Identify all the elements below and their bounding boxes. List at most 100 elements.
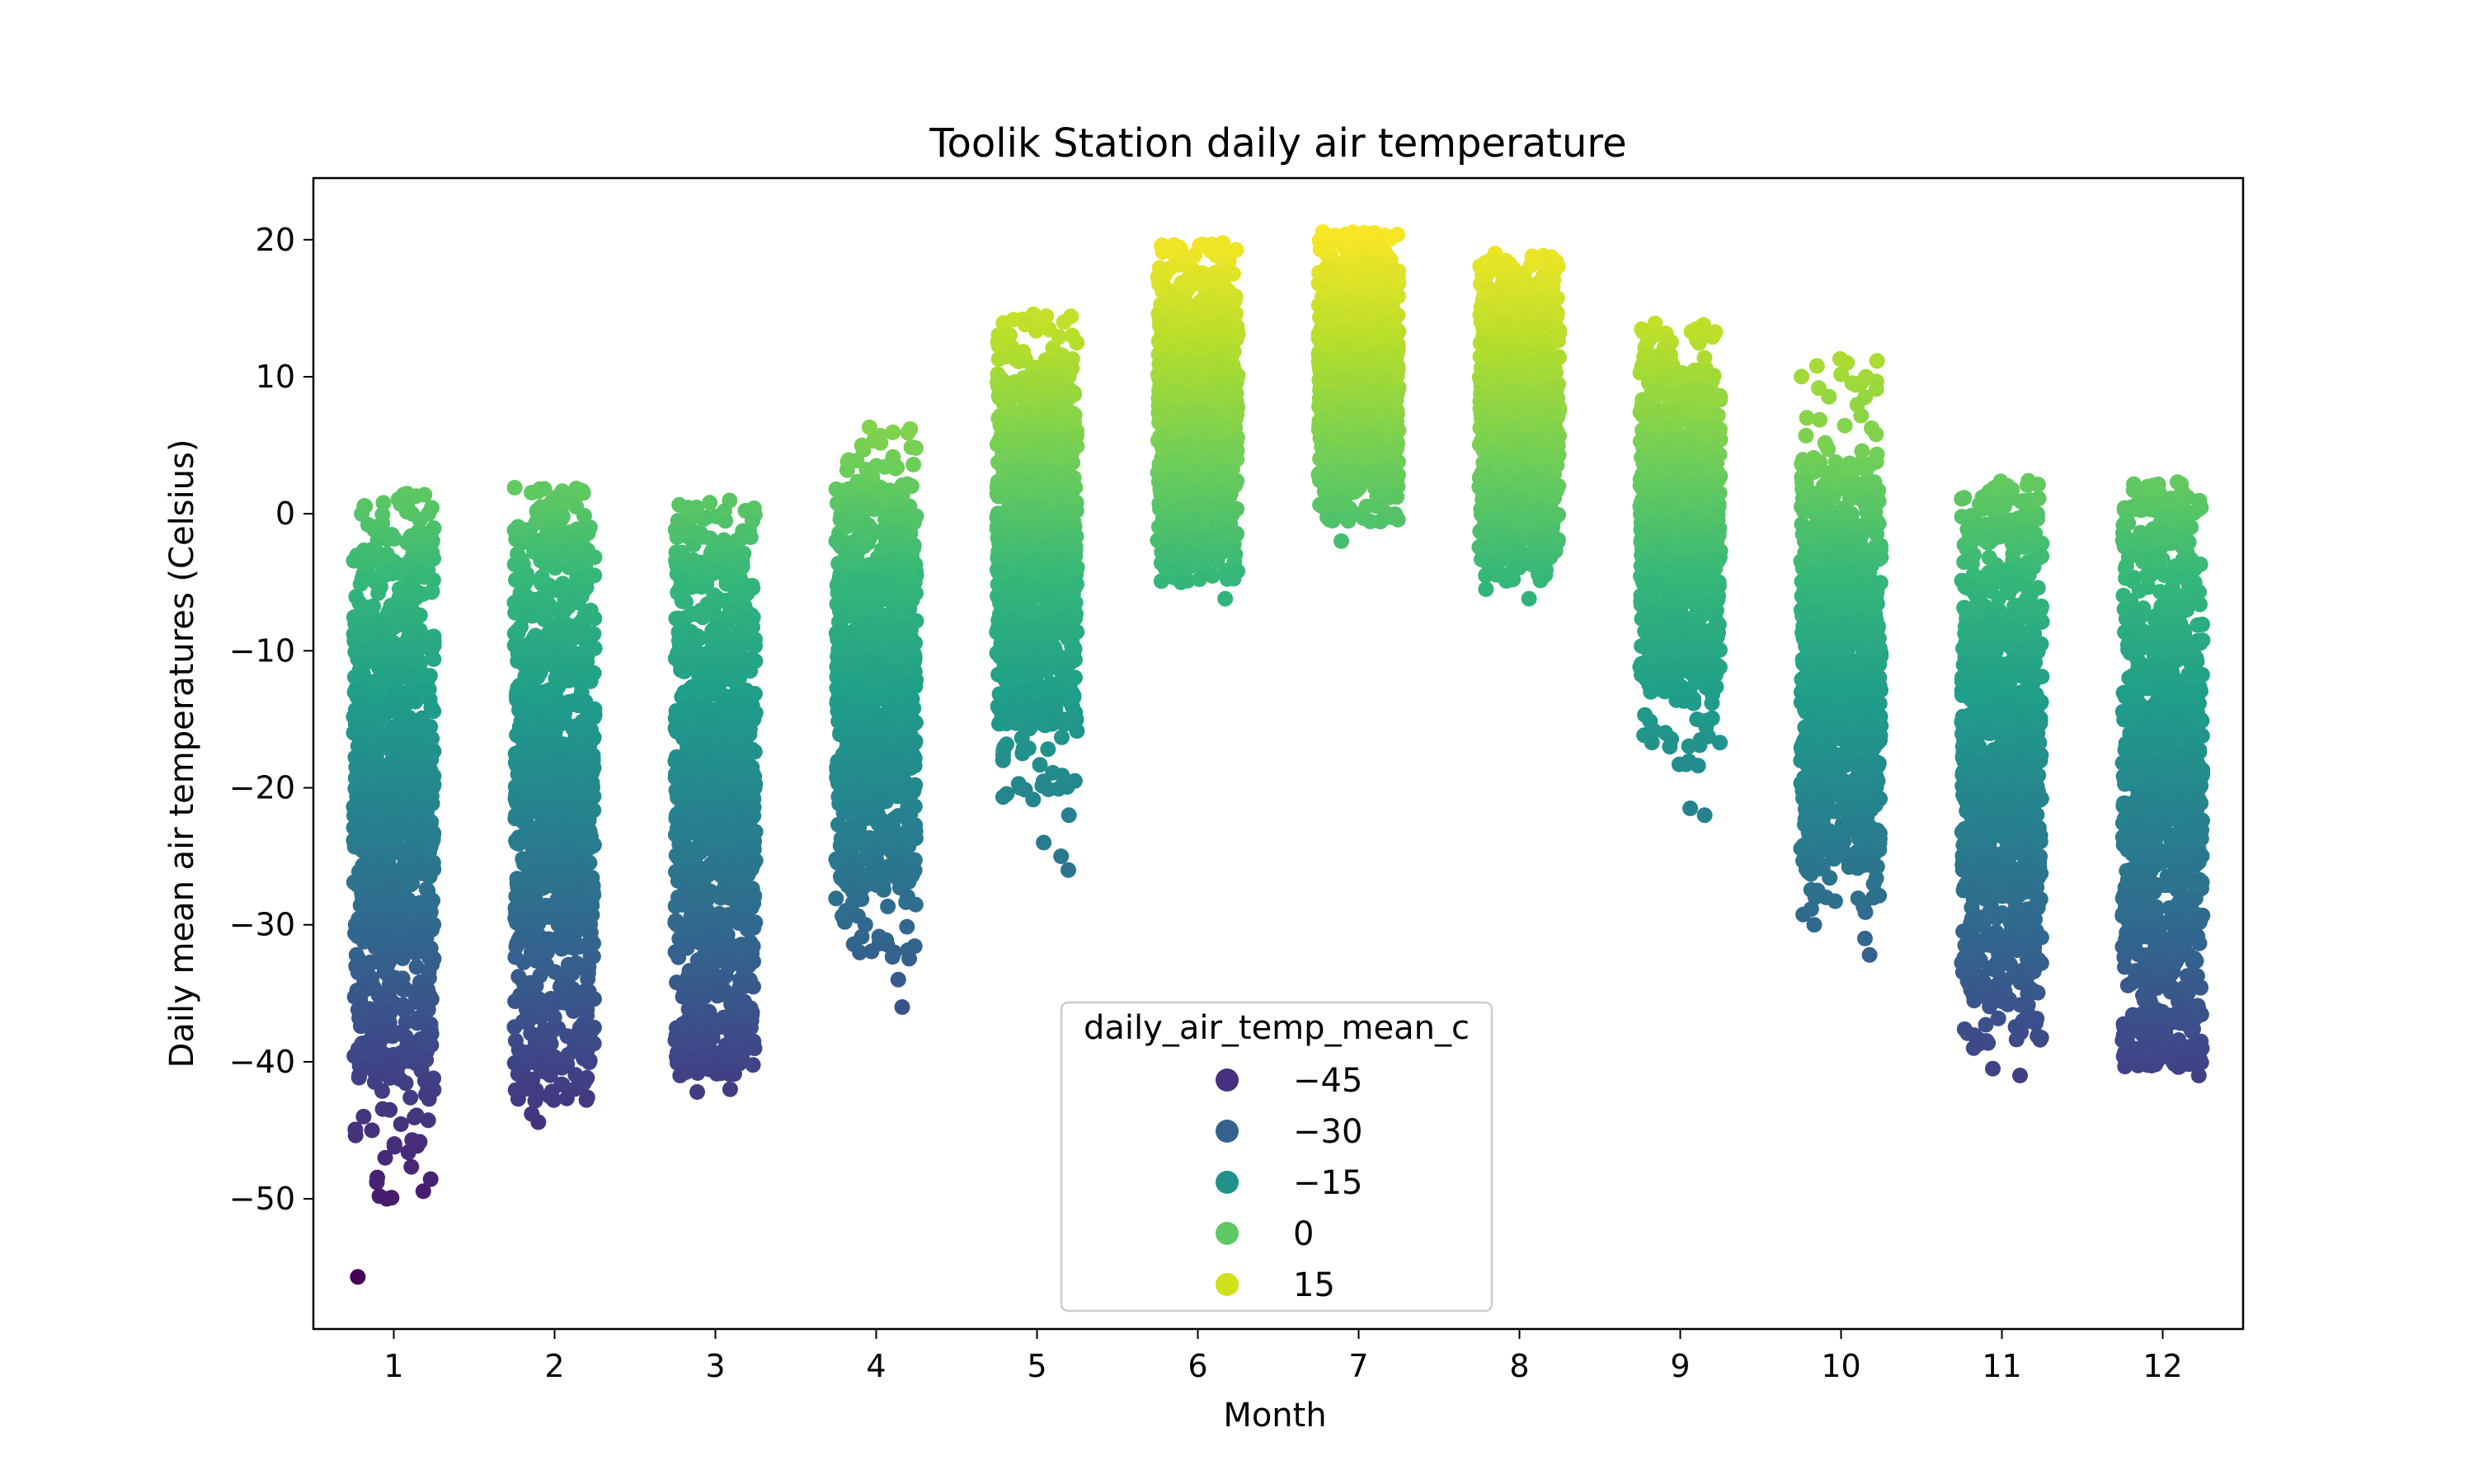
data-point-month-2 bbox=[561, 990, 577, 1007]
data-point-month-1 bbox=[418, 724, 435, 740]
data-point-month-1 bbox=[346, 807, 362, 824]
data-point-month-4 bbox=[894, 999, 910, 1015]
data-point-month-1 bbox=[422, 1171, 439, 1187]
data-point-month-5 bbox=[1028, 372, 1044, 388]
data-point-month-5 bbox=[1047, 567, 1063, 584]
data-point-month-5 bbox=[1012, 669, 1028, 686]
data-point-month-2 bbox=[515, 974, 532, 991]
data-point-month-2 bbox=[580, 965, 596, 981]
data-point-month-1 bbox=[353, 982, 369, 998]
data-point-month-3 bbox=[670, 651, 687, 668]
data-point-month-1 bbox=[350, 951, 367, 968]
data-point-month-1 bbox=[355, 1059, 372, 1076]
data-point-month-2 bbox=[538, 556, 554, 573]
data-point-month-1 bbox=[392, 1025, 408, 1041]
data-point-month-4 bbox=[895, 564, 911, 580]
data-point-month-4 bbox=[844, 633, 861, 650]
data-point-month-4 bbox=[849, 686, 864, 702]
data-point-month-1 bbox=[369, 954, 385, 970]
data-point-month-2 bbox=[582, 670, 599, 687]
data-point-month-4 bbox=[872, 862, 889, 879]
data-point-month-1 bbox=[354, 777, 370, 794]
data-point-month-3 bbox=[716, 503, 732, 519]
data-point-month-2 bbox=[518, 817, 534, 833]
data-point-month-1 bbox=[388, 799, 404, 815]
data-point-month-1 bbox=[418, 1087, 434, 1103]
data-point-month-1 bbox=[399, 759, 416, 776]
data-point-month-1 bbox=[355, 1108, 372, 1125]
data-point-month-1 bbox=[403, 826, 420, 843]
data-point-month-1 bbox=[352, 897, 369, 913]
data-point-month-1 bbox=[346, 609, 362, 626]
data-point-month-3 bbox=[725, 601, 741, 617]
data-point-month-3 bbox=[747, 638, 763, 654]
data-point-month-1 bbox=[365, 979, 382, 996]
data-point-month-3 bbox=[745, 857, 761, 873]
data-point-month-4 bbox=[908, 585, 924, 601]
data-point-month-2 bbox=[546, 853, 562, 870]
data-point-month-3 bbox=[699, 814, 716, 830]
data-point-month-1 bbox=[409, 1015, 426, 1031]
data-point-month-2 bbox=[508, 833, 524, 849]
data-point-month-2 bbox=[548, 780, 565, 796]
data-point-month-1 bbox=[421, 868, 438, 885]
data-point-month-1 bbox=[380, 928, 397, 945]
data-point-month-4 bbox=[828, 851, 844, 867]
data-point-month-3 bbox=[677, 594, 694, 610]
data-point-month-2 bbox=[521, 1009, 538, 1026]
data-point-month-3 bbox=[722, 1081, 738, 1097]
data-point-month-4 bbox=[849, 699, 865, 716]
data-point-month-3 bbox=[675, 897, 691, 913]
data-point-month-2 bbox=[578, 1092, 595, 1108]
data-point-month-3 bbox=[667, 944, 684, 960]
data-point-month-2 bbox=[578, 1071, 595, 1087]
data-point-month-1 bbox=[372, 635, 388, 651]
data-point-month-1 bbox=[412, 512, 428, 528]
data-point-month-1 bbox=[402, 1089, 419, 1106]
data-point-month-1 bbox=[402, 876, 418, 893]
chart-title: Toolik Station daily air temperature bbox=[929, 120, 1626, 167]
data-point-month-1 bbox=[400, 559, 416, 575]
data-point-month-1 bbox=[371, 616, 388, 632]
data-point-month-3 bbox=[720, 835, 736, 852]
data-point-month-1 bbox=[350, 917, 367, 933]
data-point-month-1 bbox=[411, 633, 427, 650]
data-point-month-1 bbox=[409, 1138, 426, 1154]
data-point-month-4 bbox=[908, 508, 924, 524]
data-point-month-5 bbox=[1013, 429, 1029, 445]
data-point-month-4 bbox=[860, 524, 877, 539]
data-point-month-2 bbox=[510, 907, 527, 923]
data-point-month-2 bbox=[540, 931, 557, 947]
data-point-month-3 bbox=[743, 798, 760, 815]
data-point-month-4 bbox=[830, 703, 846, 719]
data-point-month-1 bbox=[382, 1005, 398, 1021]
data-point-month-4 bbox=[863, 615, 880, 632]
data-point-month-2 bbox=[573, 725, 589, 741]
data-point-month-3 bbox=[702, 781, 718, 797]
data-point-month-1 bbox=[426, 703, 442, 720]
data-point-month-4 bbox=[904, 691, 920, 707]
data-point-month-2 bbox=[506, 480, 523, 495]
data-point-month-2 bbox=[526, 885, 543, 902]
data-point-month-4 bbox=[905, 457, 922, 472]
data-point-month-4 bbox=[868, 458, 885, 474]
data-point-month-3 bbox=[680, 843, 697, 859]
data-point-month-2 bbox=[511, 719, 528, 735]
data-point-month-5 bbox=[1069, 576, 1085, 593]
data-point-month-1 bbox=[379, 894, 395, 910]
data-point-month-3 bbox=[734, 1052, 750, 1068]
data-point-month-3 bbox=[713, 658, 729, 674]
data-point-month-3 bbox=[689, 500, 704, 515]
data-point-month-2 bbox=[536, 1029, 553, 1045]
data-point-month-2 bbox=[523, 798, 539, 815]
data-point-month-3 bbox=[718, 724, 734, 740]
data-point-month-1 bbox=[360, 571, 376, 587]
data-point-month-2 bbox=[580, 525, 596, 542]
data-point-month-1 bbox=[403, 651, 420, 668]
data-point-month-2 bbox=[555, 866, 571, 883]
data-point-month-2 bbox=[559, 825, 576, 842]
data-point-month-2 bbox=[521, 995, 538, 1012]
data-point-month-3 bbox=[708, 596, 724, 613]
data-point-month-4 bbox=[865, 558, 882, 575]
